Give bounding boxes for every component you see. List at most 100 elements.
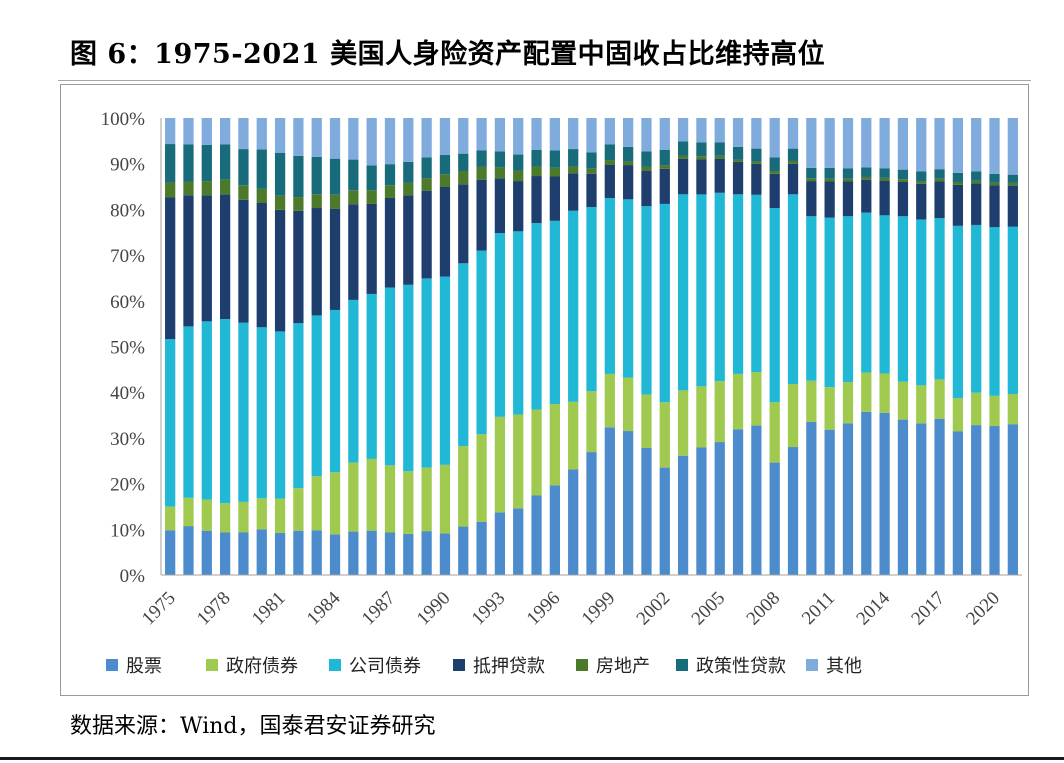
bar-stack-1997 [568,118,579,575]
bar-segment-gov_bonds [824,387,835,430]
bar-segment-corp_bonds [769,208,780,403]
legend-item-other: 其他 [806,656,862,677]
bar-stack-1985 [348,118,359,575]
bar-segment-other [458,118,469,154]
bar-segment-gov_bonds [952,398,964,432]
y-tick-label: 60% [110,292,145,313]
bar-stack-1986 [366,118,377,575]
bar-segment-corp_bonds [586,207,597,392]
bar-segment-other [293,118,304,156]
bar-segment-mortgage [1007,185,1018,227]
bar-segment-policy_loans [311,156,322,195]
legend-label: 房地产 [596,656,650,677]
bar-stack-1993 [494,118,506,575]
bar-segment-corp_bonds [714,192,725,382]
bar-segment-other [897,118,909,170]
bar-segment-stocks [787,447,799,575]
bar-segment-policy_loans [714,142,725,156]
bar-segment-mortgage [165,197,176,340]
bar-segment-mortgage [677,158,689,195]
bar-segment-stocks [897,419,909,575]
bar-segment-policy_loans [751,148,762,162]
bar-segment-other [348,118,359,160]
bar-segment-other [732,118,744,147]
bar-stack-2021 [1007,118,1018,575]
bar-segment-stocks [238,532,249,575]
bar-segment-policy_loans [1007,174,1018,183]
x-tick-label: 1975 [138,588,180,630]
bar-segment-policy_loans [641,151,652,167]
bar-segment-other [403,118,414,162]
bar-segment-corp_bonds [256,327,267,499]
bar-stack-1979 [238,118,249,575]
legend-swatch [206,659,218,671]
bar-segment-real_estate [916,181,927,184]
bar-segment-stocks [916,423,927,575]
bar-segment-corp_bonds [861,212,872,373]
bar-stack-1991 [458,118,469,575]
bar-segment-policy_loans [897,169,909,180]
bar-segment-other [238,118,249,150]
bar-stack-2014 [879,118,890,575]
bar-segment-stocks [421,531,432,575]
bar-segment-corp_bonds [971,224,982,393]
bar-segment-mortgage [183,195,194,327]
bar-segment-stocks [952,431,964,575]
bar-stack-2009 [787,118,799,575]
bar-segment-mortgage [769,173,780,209]
x-tick-label: 1996 [523,588,565,630]
bar-stack-2002 [659,118,670,575]
bar-segment-mortgage [989,185,1000,228]
bar-stack-1995 [531,118,542,575]
bar-segment-other [421,118,432,158]
bar-segment-policy_loans [861,167,872,177]
bar-stack-1992 [476,118,487,575]
bar-segment-gov_bonds [934,379,945,419]
bar-stack-1990 [439,118,451,575]
bar-segment-real_estate [696,156,707,160]
bar-segment-stocks [476,521,487,575]
bar-segment-other [604,118,615,145]
bar-segment-corp_bonds [659,203,670,403]
bar-segment-mortgage [494,178,506,234]
bar-segment-policy_loans [494,151,506,168]
bar-segment-real_estate [183,181,194,196]
bar-segment-gov_bonds [842,382,854,424]
bar-segment-stocks [751,425,762,575]
bar-segment-real_estate [311,194,322,209]
bar-segment-real_estate [494,167,506,179]
bar-segment-gov_bonds [531,409,542,496]
bar-segment-mortgage [916,183,927,220]
bar-segment-mortgage [439,187,451,277]
bar-segment-mortgage [219,194,231,320]
bottom-divider [0,757,1064,760]
legend-label: 公司债券 [349,656,421,677]
legend-item-corp_bonds: 公司债券 [329,656,421,677]
bar-segment-real_estate [568,166,579,174]
bar-segment-real_estate [897,179,909,182]
bar-segment-real_estate [513,170,524,182]
bar-segment-gov_bonds [806,380,817,422]
legend-swatch [576,659,588,671]
bar-segment-real_estate [806,178,817,182]
bar-segment-mortgage [806,181,817,217]
bar-segment-policy_loans [952,172,964,182]
bar-segment-policy_loans [677,141,689,156]
legend-label: 政府债券 [226,656,298,677]
bar-segment-mortgage [293,210,304,324]
bar-stack-2015 [897,118,909,575]
bar-segment-gov_bonds [348,462,359,532]
bar-segment-real_estate [769,171,780,174]
bar-segment-real_estate [934,178,945,182]
bar-segment-other [256,118,267,150]
bar-segment-other [952,118,964,173]
bar-segment-policy_loans [732,146,744,160]
bar-segment-policy_loans [366,165,377,191]
bar-segment-mortgage [934,181,945,219]
bar-segment-mortgage [256,203,267,328]
bar-segment-stocks [384,532,396,575]
bar-segment-corp_bonds [623,199,634,378]
bar-segment-gov_bonds [732,373,744,430]
bar-segment-other [219,118,231,145]
bar-segment-mortgage [274,209,286,332]
